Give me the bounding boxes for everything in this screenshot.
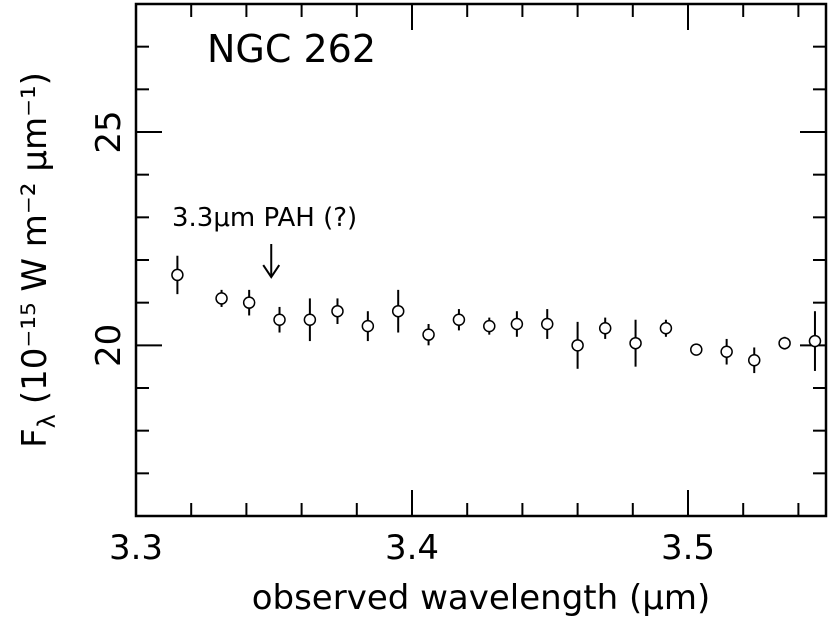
data-point (747, 347, 761, 374)
data-marker (331, 304, 344, 318)
data-point (598, 317, 612, 339)
data-marker (422, 328, 435, 341)
data-point (690, 343, 703, 356)
y-axis-label-sub: λ (33, 414, 61, 428)
data-point (303, 298, 317, 342)
data-point (659, 319, 673, 337)
data-marker (361, 319, 375, 333)
y-tick-label: 20 (89, 324, 129, 367)
data-marker (571, 339, 584, 352)
data-marker (808, 334, 822, 348)
x-axis-label: observed wavelength (μm) (252, 578, 711, 617)
chart-title: NGC 262 (207, 27, 376, 71)
data-marker (598, 322, 612, 335)
data-point (331, 298, 344, 324)
data-point (571, 321, 584, 369)
data-point (242, 289, 256, 316)
x-tick-label: 3.4 (385, 528, 439, 568)
data-point (483, 317, 496, 335)
data-marker (303, 313, 317, 326)
data-marker (273, 313, 286, 326)
x-tick-label: 3.3 (109, 528, 163, 568)
data-point (273, 306, 286, 333)
data-point (171, 255, 184, 295)
data-marker (483, 319, 496, 333)
pah-annotation: 3.3μm PAH (?) (172, 203, 357, 279)
data-point (215, 289, 228, 307)
data-point (361, 311, 375, 342)
data-marker (690, 343, 703, 356)
data-marker (452, 313, 466, 326)
data-point (540, 309, 554, 339)
data-marker (510, 317, 524, 331)
y-axis-label: Fλ (10⁻¹⁵ W m⁻² μm⁻¹) (15, 72, 61, 448)
data-marker (629, 336, 642, 350)
y-axis-label-units: (10⁻¹⁵ W m⁻² μm⁻¹) (15, 72, 55, 404)
data-point (391, 289, 405, 333)
data-marker (242, 296, 256, 309)
axis-ticks (135, 3, 826, 517)
x-tick-label: 3.5 (661, 528, 715, 568)
data-points (171, 255, 822, 374)
data-marker (778, 336, 791, 350)
data-point (422, 324, 435, 346)
data-marker (215, 292, 228, 305)
data-marker (171, 268, 184, 282)
data-point (808, 311, 822, 371)
data-marker (391, 304, 405, 318)
data-point (629, 319, 642, 367)
y-axis-label-main: F (15, 428, 55, 448)
data-point (452, 309, 466, 331)
data-marker (540, 317, 554, 331)
data-marker (747, 354, 761, 367)
tick-labels: 3.3 3.4 3.5 20 25 (89, 110, 715, 568)
annotation-arrow-head (262, 264, 281, 279)
data-marker (720, 345, 733, 358)
data-point (510, 311, 524, 337)
y-tick-label: 25 (89, 110, 129, 153)
data-point (778, 336, 791, 350)
plot-frame (134, 2, 828, 518)
annotation-label: 3.3μm PAH (?) (172, 203, 357, 233)
data-point (720, 338, 733, 365)
data-marker (659, 322, 673, 335)
